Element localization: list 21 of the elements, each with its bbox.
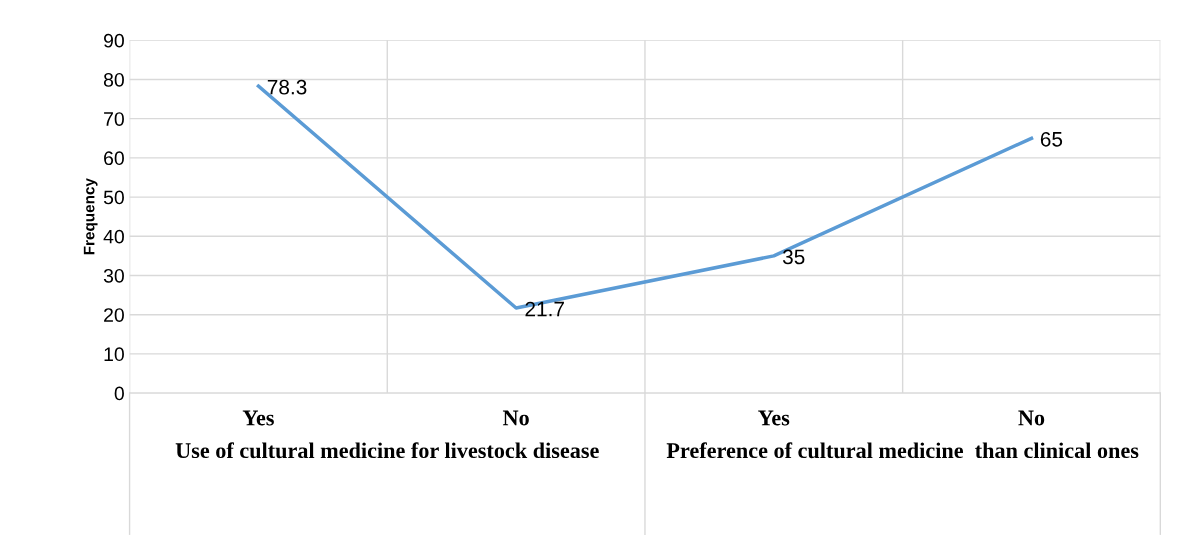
y-tick-label: 90 (104, 33, 124, 48)
data-label: 65 (1040, 131, 1063, 147)
text: Use of cultural medicine for livestock disease (175, 442, 599, 459)
y-tick-label: 60 (104, 151, 124, 166)
y-tick-label: 0 (114, 386, 124, 401)
y-tick-label: 30 (103, 268, 124, 283)
data-label: 21.7 (525, 301, 564, 317)
x-tick-label: Yes (758, 410, 790, 426)
y-tick-label: 20 (104, 308, 124, 322)
data-label: 35 (782, 249, 805, 265)
y-tick-label: 70 (104, 112, 124, 126)
y-tick-label: 50 (103, 190, 124, 205)
y-tick-label: 80 (103, 72, 124, 87)
y-tick-label: 40 (103, 229, 124, 244)
text: Preference of cultural medicine than clinical ones (666, 442, 1139, 459)
x-tick-label: No (502, 410, 529, 426)
y-tick-label: 10 (104, 347, 124, 362)
y-axis-title: Frequency (83, 178, 98, 255)
x-tick-label: Yes (242, 410, 274, 426)
data-label: 78.3 (267, 79, 307, 95)
x-tick-label: No (1018, 410, 1045, 426)
